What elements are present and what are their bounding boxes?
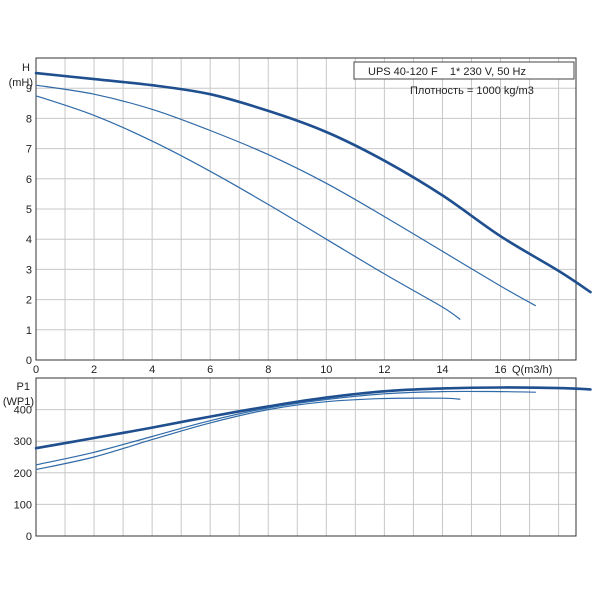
head-y-tick-label: 6 <box>26 174 32 186</box>
head-grid <box>36 58 576 360</box>
power-y-tick-label: 100 <box>14 499 32 511</box>
head-x-tick-label: 16 <box>494 364 506 376</box>
power-y-tick-label: 0 <box>26 531 32 543</box>
head-y-ticks: 0 1 2 3 4 5 6 7 8 9 <box>26 83 32 367</box>
power-curves <box>34 386 592 471</box>
head-x-tick-label: 0 <box>33 364 39 376</box>
head-x-tick-label: 6 <box>207 364 213 376</box>
head-x-tick-label: 12 <box>378 364 390 376</box>
head-x-ticks: 0 2 4 6 8 10 12 14 16 <box>33 364 507 376</box>
head-x-tick-label: 2 <box>91 364 97 376</box>
power-y-ticks: 0 100 200 300 400 <box>14 405 32 543</box>
head-y-tick-label: 4 <box>26 234 32 246</box>
head-y-tick-label: 8 <box>26 113 32 125</box>
head-curve-1 <box>34 71 592 294</box>
head-curve-3 <box>35 95 461 320</box>
power-plot-frame <box>35 377 577 537</box>
power-chart: 0 100 200 300 400 P1 (WP1) <box>3 377 592 543</box>
head-x-tick-label: 14 <box>436 364 448 376</box>
head-y-tick-label: 7 <box>26 144 32 156</box>
head-x-tick-label: 10 <box>320 364 332 376</box>
head-curves <box>34 71 592 320</box>
head-curve-2 <box>35 84 536 307</box>
power-y-tick-label: 300 <box>14 436 32 448</box>
power-y-tick-label: 400 <box>14 405 32 417</box>
head-x-tick-label: 4 <box>149 364 155 376</box>
head-x-tick-label: 8 <box>265 364 271 376</box>
power-curve-2 <box>35 390 536 466</box>
power-curve-1 <box>34 386 592 450</box>
pump-model-label: UPS 40-120 F 1* 230 V, 50 Hz <box>368 66 526 78</box>
power-y-tick-label: 200 <box>14 468 32 480</box>
head-y-tick-label: 5 <box>26 204 32 216</box>
density-label: Плотность = 1000 kg/m3 <box>410 85 534 97</box>
head-y-axis-label-unit: (mH) <box>9 77 33 89</box>
power-grid <box>36 378 576 536</box>
power-y-axis-label-symbol: P1 <box>17 381 30 393</box>
head-y-tick-label: 9 <box>26 83 32 95</box>
head-x-axis-label: Q(m3/h) <box>512 364 552 376</box>
head-y-tick-label: 0 <box>26 355 32 367</box>
head-plot-frame <box>35 57 577 361</box>
info-box <box>353 61 575 80</box>
power-curve-3 <box>35 397 461 471</box>
head-y-tick-label: 2 <box>26 295 32 307</box>
head-y-axis-label-symbol: H <box>22 62 30 74</box>
power-y-axis-label-unit: (WP1) <box>3 396 34 408</box>
head-y-tick-label: 3 <box>26 264 32 276</box>
head-y-tick-label: 1 <box>26 325 32 337</box>
